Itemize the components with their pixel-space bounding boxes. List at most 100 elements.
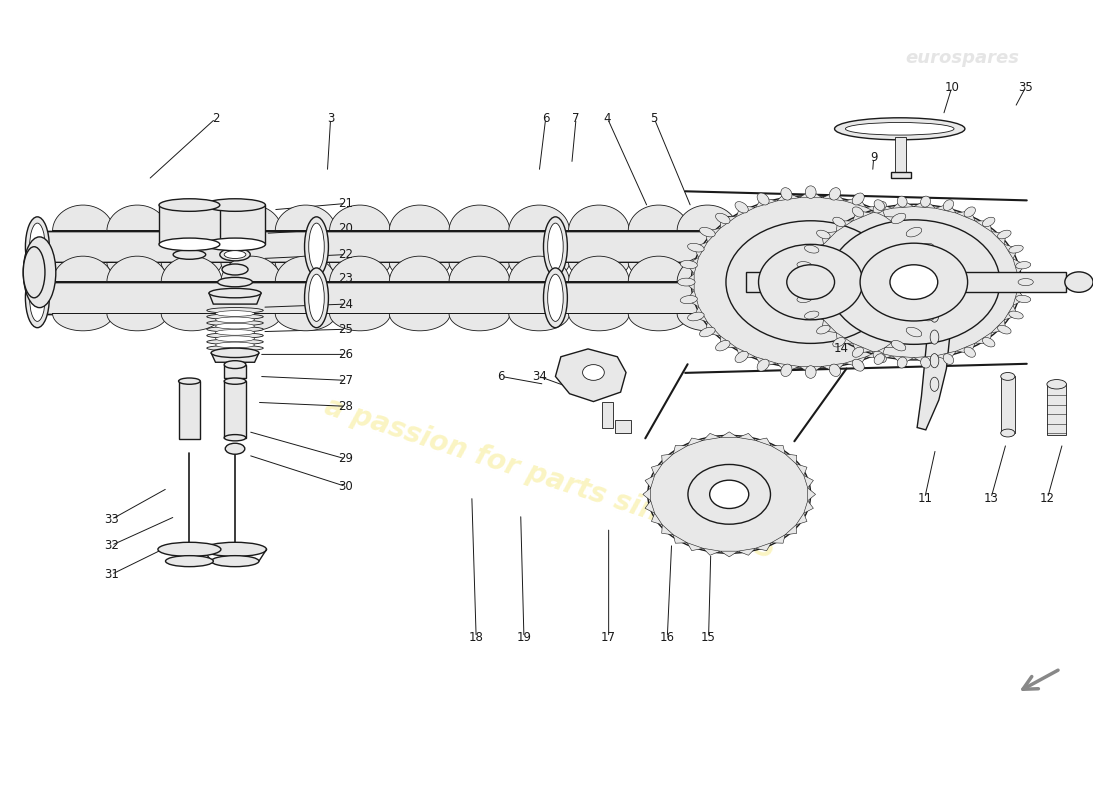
Polygon shape xyxy=(852,210,871,221)
Polygon shape xyxy=(662,525,673,534)
Ellipse shape xyxy=(906,227,922,237)
Polygon shape xyxy=(927,274,937,290)
Ellipse shape xyxy=(207,314,263,319)
Polygon shape xyxy=(901,322,916,336)
Ellipse shape xyxy=(982,218,994,226)
Ellipse shape xyxy=(804,246,818,253)
Text: 20: 20 xyxy=(339,222,353,235)
Text: 18: 18 xyxy=(469,631,484,644)
Ellipse shape xyxy=(688,243,704,252)
Polygon shape xyxy=(804,501,813,514)
Text: a passion for parts since 1985: a passion for parts since 1985 xyxy=(321,392,779,565)
Polygon shape xyxy=(678,256,738,282)
Polygon shape xyxy=(756,198,777,207)
Text: 34: 34 xyxy=(531,370,547,383)
Polygon shape xyxy=(852,343,871,354)
Ellipse shape xyxy=(931,308,938,322)
Ellipse shape xyxy=(30,274,45,322)
Polygon shape xyxy=(508,256,570,282)
Ellipse shape xyxy=(160,198,220,211)
Polygon shape xyxy=(914,306,927,322)
Text: 4: 4 xyxy=(604,112,612,125)
Ellipse shape xyxy=(548,223,563,270)
Polygon shape xyxy=(209,293,261,304)
Ellipse shape xyxy=(917,243,934,252)
Ellipse shape xyxy=(1019,278,1033,286)
Polygon shape xyxy=(756,542,771,550)
Ellipse shape xyxy=(178,378,200,384)
Ellipse shape xyxy=(846,122,954,135)
Polygon shape xyxy=(642,488,651,501)
Polygon shape xyxy=(389,314,450,330)
Polygon shape xyxy=(34,231,751,262)
Ellipse shape xyxy=(222,264,249,275)
Polygon shape xyxy=(275,205,336,231)
Ellipse shape xyxy=(1047,379,1066,389)
Polygon shape xyxy=(796,514,807,525)
Polygon shape xyxy=(991,231,1006,244)
Polygon shape xyxy=(449,205,509,231)
Polygon shape xyxy=(720,551,738,557)
Ellipse shape xyxy=(964,207,976,217)
Text: 3: 3 xyxy=(327,112,334,125)
Ellipse shape xyxy=(218,278,252,286)
Ellipse shape xyxy=(25,217,50,277)
Polygon shape xyxy=(800,190,822,198)
Ellipse shape xyxy=(931,378,938,391)
Ellipse shape xyxy=(25,268,50,328)
Polygon shape xyxy=(845,198,866,207)
Circle shape xyxy=(583,365,604,380)
Ellipse shape xyxy=(964,347,976,358)
Polygon shape xyxy=(703,434,720,440)
Polygon shape xyxy=(162,256,222,282)
Ellipse shape xyxy=(224,361,246,369)
Polygon shape xyxy=(330,205,390,231)
Polygon shape xyxy=(107,256,167,282)
Polygon shape xyxy=(508,262,570,280)
Circle shape xyxy=(1065,272,1093,292)
Ellipse shape xyxy=(23,246,45,298)
Polygon shape xyxy=(53,205,113,231)
Polygon shape xyxy=(871,204,892,213)
Polygon shape xyxy=(836,333,852,343)
Polygon shape xyxy=(107,205,167,231)
Polygon shape xyxy=(796,464,807,475)
Text: 22: 22 xyxy=(339,248,353,261)
Ellipse shape xyxy=(205,238,265,250)
Text: 30: 30 xyxy=(339,480,353,493)
Polygon shape xyxy=(389,262,450,280)
Polygon shape xyxy=(645,501,654,514)
Polygon shape xyxy=(703,548,720,555)
Ellipse shape xyxy=(216,336,254,342)
Ellipse shape xyxy=(1015,262,1031,269)
Polygon shape xyxy=(822,320,836,333)
Polygon shape xyxy=(871,351,892,361)
Polygon shape xyxy=(508,314,570,330)
Polygon shape xyxy=(34,282,751,314)
Polygon shape xyxy=(917,306,949,430)
Ellipse shape xyxy=(917,312,934,321)
Ellipse shape xyxy=(226,443,245,454)
Ellipse shape xyxy=(798,295,812,302)
Polygon shape xyxy=(705,228,720,242)
Polygon shape xyxy=(956,343,976,354)
Polygon shape xyxy=(1013,290,1025,306)
Ellipse shape xyxy=(943,200,954,210)
Polygon shape xyxy=(804,475,813,488)
Polygon shape xyxy=(891,172,911,178)
Ellipse shape xyxy=(680,295,697,304)
Polygon shape xyxy=(810,244,824,258)
Ellipse shape xyxy=(931,354,938,368)
Polygon shape xyxy=(738,548,756,555)
Polygon shape xyxy=(976,333,991,343)
Polygon shape xyxy=(935,204,956,213)
Polygon shape xyxy=(686,258,698,274)
Ellipse shape xyxy=(943,354,954,365)
Ellipse shape xyxy=(906,327,922,337)
Ellipse shape xyxy=(680,261,697,269)
Polygon shape xyxy=(449,256,509,282)
Polygon shape xyxy=(720,336,736,347)
Ellipse shape xyxy=(700,327,715,337)
Polygon shape xyxy=(802,290,815,306)
Ellipse shape xyxy=(211,556,258,566)
